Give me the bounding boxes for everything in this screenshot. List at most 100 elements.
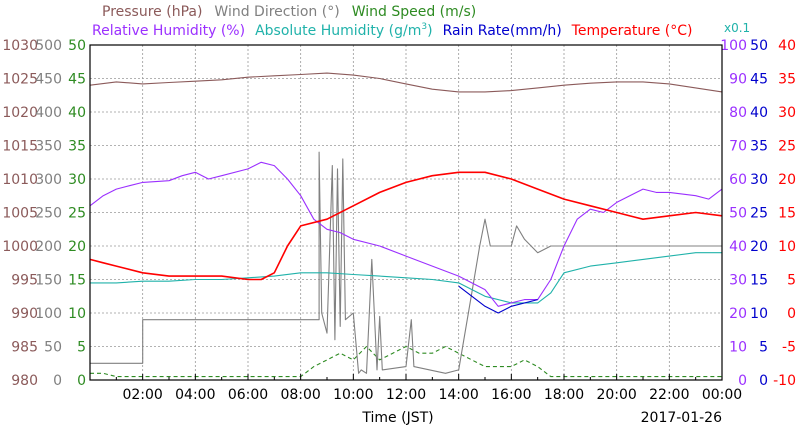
x-tick-label: 16:00 — [491, 387, 531, 403]
y-tick-label: 30 — [778, 105, 796, 121]
y-tick-label: 40 — [778, 38, 796, 54]
y-tick-label: 50 — [68, 38, 86, 54]
y-tick-label: 150 — [35, 273, 62, 289]
y-tick-label: 45 — [68, 72, 86, 88]
series-line — [89, 171, 723, 281]
y-tick-label: 1005 — [2, 206, 38, 222]
y-tick-label: 100 — [35, 306, 62, 322]
x-tick-label: 06:00 — [228, 387, 268, 403]
y-tick-label: 50 — [44, 340, 62, 356]
series-line — [89, 161, 723, 307]
legend: Pressure (hPa) Wind Direction (°) Wind Spe… — [92, 4, 750, 39]
left-axes: 1030102510201015101010051000995990985980… — [2, 38, 86, 389]
y-tick-label: 10 — [68, 306, 86, 322]
y-tick-label: -10 — [773, 373, 796, 389]
y-tick-label: 40 — [729, 239, 747, 255]
y-tick-label: 250 — [35, 206, 62, 222]
y-tick-label: 20 — [729, 306, 747, 322]
y-tick-label: 1015 — [2, 139, 38, 155]
y-tick-label: 80 — [729, 105, 747, 121]
y-tick-label: -5 — [782, 340, 796, 356]
y-tick-label: 980 — [11, 373, 38, 389]
series-line — [89, 72, 723, 93]
series-line — [458, 285, 538, 314]
series-line — [90, 252, 722, 304]
multiplier-label: x0.1 — [724, 21, 750, 35]
y-tick-label: 20 — [68, 239, 86, 255]
x-tick-label: 04:00 — [175, 387, 215, 403]
x-tick-label: 00:00 — [702, 387, 742, 403]
y-tick-label: 45 — [750, 72, 768, 88]
series-layer — [89, 72, 723, 378]
y-tick-label: 50 — [729, 206, 747, 222]
x-tick-label: 18:00 — [544, 387, 584, 403]
y-tick-label: 300 — [35, 172, 62, 188]
y-tick-label: 60 — [729, 172, 747, 188]
y-tick-label: 5 — [759, 340, 768, 356]
date-label: 2017-01-26 — [641, 410, 722, 426]
legend-entry: Pressure (hPa) — [102, 4, 202, 20]
y-tick-label: 15 — [750, 273, 768, 289]
y-tick-label: 25 — [750, 206, 768, 222]
x-axis: 02:00 04:00 06:00 08:00 10:00 12:00 14:00 16:00… — [89, 374, 742, 403]
series-line — [90, 151, 722, 374]
y-tick-label: 500 — [35, 38, 62, 54]
y-tick-label: 5 — [77, 340, 86, 356]
y-tick-label: 30 — [750, 172, 768, 188]
y-tick-label: 1025 — [2, 72, 38, 88]
y-tick-label: 70 — [729, 139, 747, 155]
y-tick-label: 20 — [750, 239, 768, 255]
x-axis-label: Time (JST) — [361, 410, 433, 426]
y-tick-label: 100 — [720, 38, 747, 54]
y-tick-label: 1020 — [2, 105, 38, 121]
y-tick-label: 200 — [35, 239, 62, 255]
y-tick-label: 400 — [35, 105, 62, 121]
x-tick-label: 08:00 — [280, 387, 320, 403]
y-tick-label: 10 — [729, 340, 747, 356]
y-tick-label: 1000 — [2, 239, 38, 255]
y-tick-label: 450 — [35, 72, 62, 88]
x-tick-label: 10:00 — [333, 387, 373, 403]
y-tick-label: 35 — [750, 139, 768, 155]
y-tick-label: 35 — [68, 139, 86, 155]
legend-entry: Wind Direction (°) — [214, 4, 339, 20]
y-tick-label: 15 — [778, 206, 796, 222]
y-tick-label: 30 — [729, 273, 747, 289]
y-tick-label: 25 — [778, 139, 796, 155]
legend-entry: Wind Speed (m/s) — [352, 4, 477, 20]
x-tick-label: 22:00 — [649, 387, 689, 403]
x-tick-label: 12:00 — [386, 387, 426, 403]
y-tick-label: 995 — [11, 273, 38, 289]
y-tick-label: 30 — [68, 172, 86, 188]
y-tick-label: 10 — [750, 306, 768, 322]
y-tick-label: 990 — [11, 306, 38, 322]
y-tick-label: 0 — [787, 306, 796, 322]
y-tick-label: 350 — [35, 139, 62, 155]
series-line — [90, 345, 722, 378]
y-tick-label: 0 — [77, 373, 86, 389]
legend-entry: Absolute Humidity (g/m3) — [255, 22, 432, 39]
x-tick-label: 14:00 — [438, 387, 478, 403]
y-tick-label: 40 — [750, 105, 768, 121]
x-tick-label: 02:00 — [122, 387, 162, 403]
y-tick-label: 1010 — [2, 172, 38, 188]
y-tick-label: 5 — [787, 273, 796, 289]
y-tick-label: 15 — [68, 273, 86, 289]
y-tick-label: 10 — [778, 239, 796, 255]
y-tick-label: 20 — [778, 172, 796, 188]
y-tick-label: 0 — [738, 373, 747, 389]
x-tick-label: 20:00 — [596, 387, 636, 403]
legend-entry: Rain Rate(mm/h) — [443, 23, 562, 39]
y-tick-label: 0 — [53, 373, 62, 389]
y-tick-label: 25 — [68, 206, 86, 222]
legend-entry: Relative Humidity (%) — [92, 23, 245, 39]
right-axes: 1009080706050403020100504540353025201510… — [720, 38, 796, 389]
y-tick-label: 1030 — [2, 38, 38, 54]
y-tick-label: 35 — [778, 72, 796, 88]
y-tick-label: 40 — [68, 105, 86, 121]
y-tick-label: 50 — [750, 38, 768, 54]
legend-entry: Temperature (°C) — [571, 23, 693, 39]
y-tick-label: 90 — [729, 72, 747, 88]
y-tick-label: 985 — [11, 340, 38, 356]
